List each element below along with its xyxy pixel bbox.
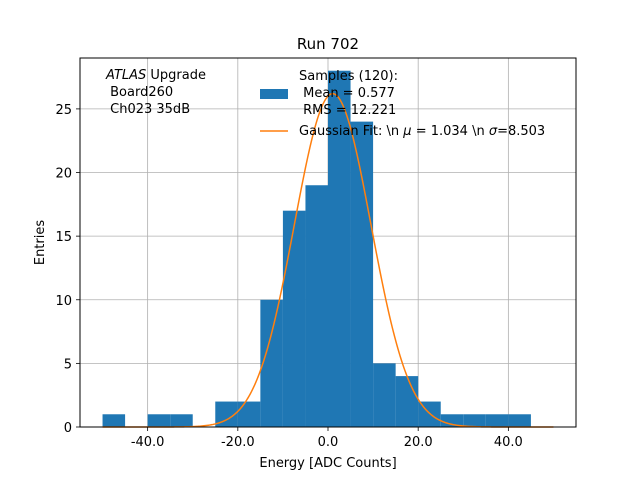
x-tick-label: 0.0 [318,435,339,450]
chart-title: Run 702 [297,35,359,53]
y-tick-label: 10 [55,294,72,309]
histogram-bar [463,414,486,427]
legend-hist-line-1: Samples (120): [299,69,398,84]
legend-fit-label: Gaussian Fit: \n μ = 1.034 \n σ=8.503 [299,124,545,139]
histogram-bar [373,363,396,427]
histogram-bar [170,414,193,427]
annotation-line-1: ATLAS Upgrade [105,68,206,83]
histogram-bar [260,300,283,427]
atlas-annotation: ATLAS Upgrade Board260 Ch023 35dB [105,68,206,117]
histogram-bar [103,414,126,427]
x-axis-label: Energy [ADC Counts] [259,456,396,471]
annotation-upgrade: Upgrade [146,68,206,83]
y-axis-label: Entries [33,220,48,266]
legend-fit-mu-value: = 1.034 \n [412,124,489,139]
x-tick-label: 40.0 [494,435,523,450]
histogram-bar [148,414,171,427]
y-tick-label: 0 [64,421,72,436]
y-tick-label: 15 [55,230,72,245]
legend-fit-mu-symbol: μ [402,124,411,139]
histogram-bar [351,122,374,427]
histogram-bar [238,402,261,427]
x-tick-label: -40.0 [131,435,165,450]
x-tick-label: -20.0 [221,435,255,450]
legend-fit-sigma-value: =8.503 [497,124,545,139]
y-tick-label: 25 [55,103,72,118]
x-tick-label: 20.0 [404,435,433,450]
legend-hist-swatch [260,89,288,99]
legend-hist-line-3: RMS = 12.221 [299,103,396,118]
y-tick-label: 20 [55,167,72,182]
legend: Samples (120): Mean = 0.577 RMS = 12.221… [260,69,545,139]
histogram-bar [508,414,531,427]
histogram-bar [486,414,509,427]
annotation-line-2: Board260 [106,85,173,100]
histogram-bar [283,211,306,427]
annotation-italic: ATLAS [105,68,146,83]
histogram-bar [305,185,328,427]
annotation-line-3: Ch023 35dB [106,102,190,117]
legend-hist-line-2: Mean = 0.577 [299,86,395,101]
histogram-bar [396,376,419,427]
y-tick-label: 5 [64,357,72,372]
legend-fit-prefix: Gaussian Fit: \n [299,124,403,139]
